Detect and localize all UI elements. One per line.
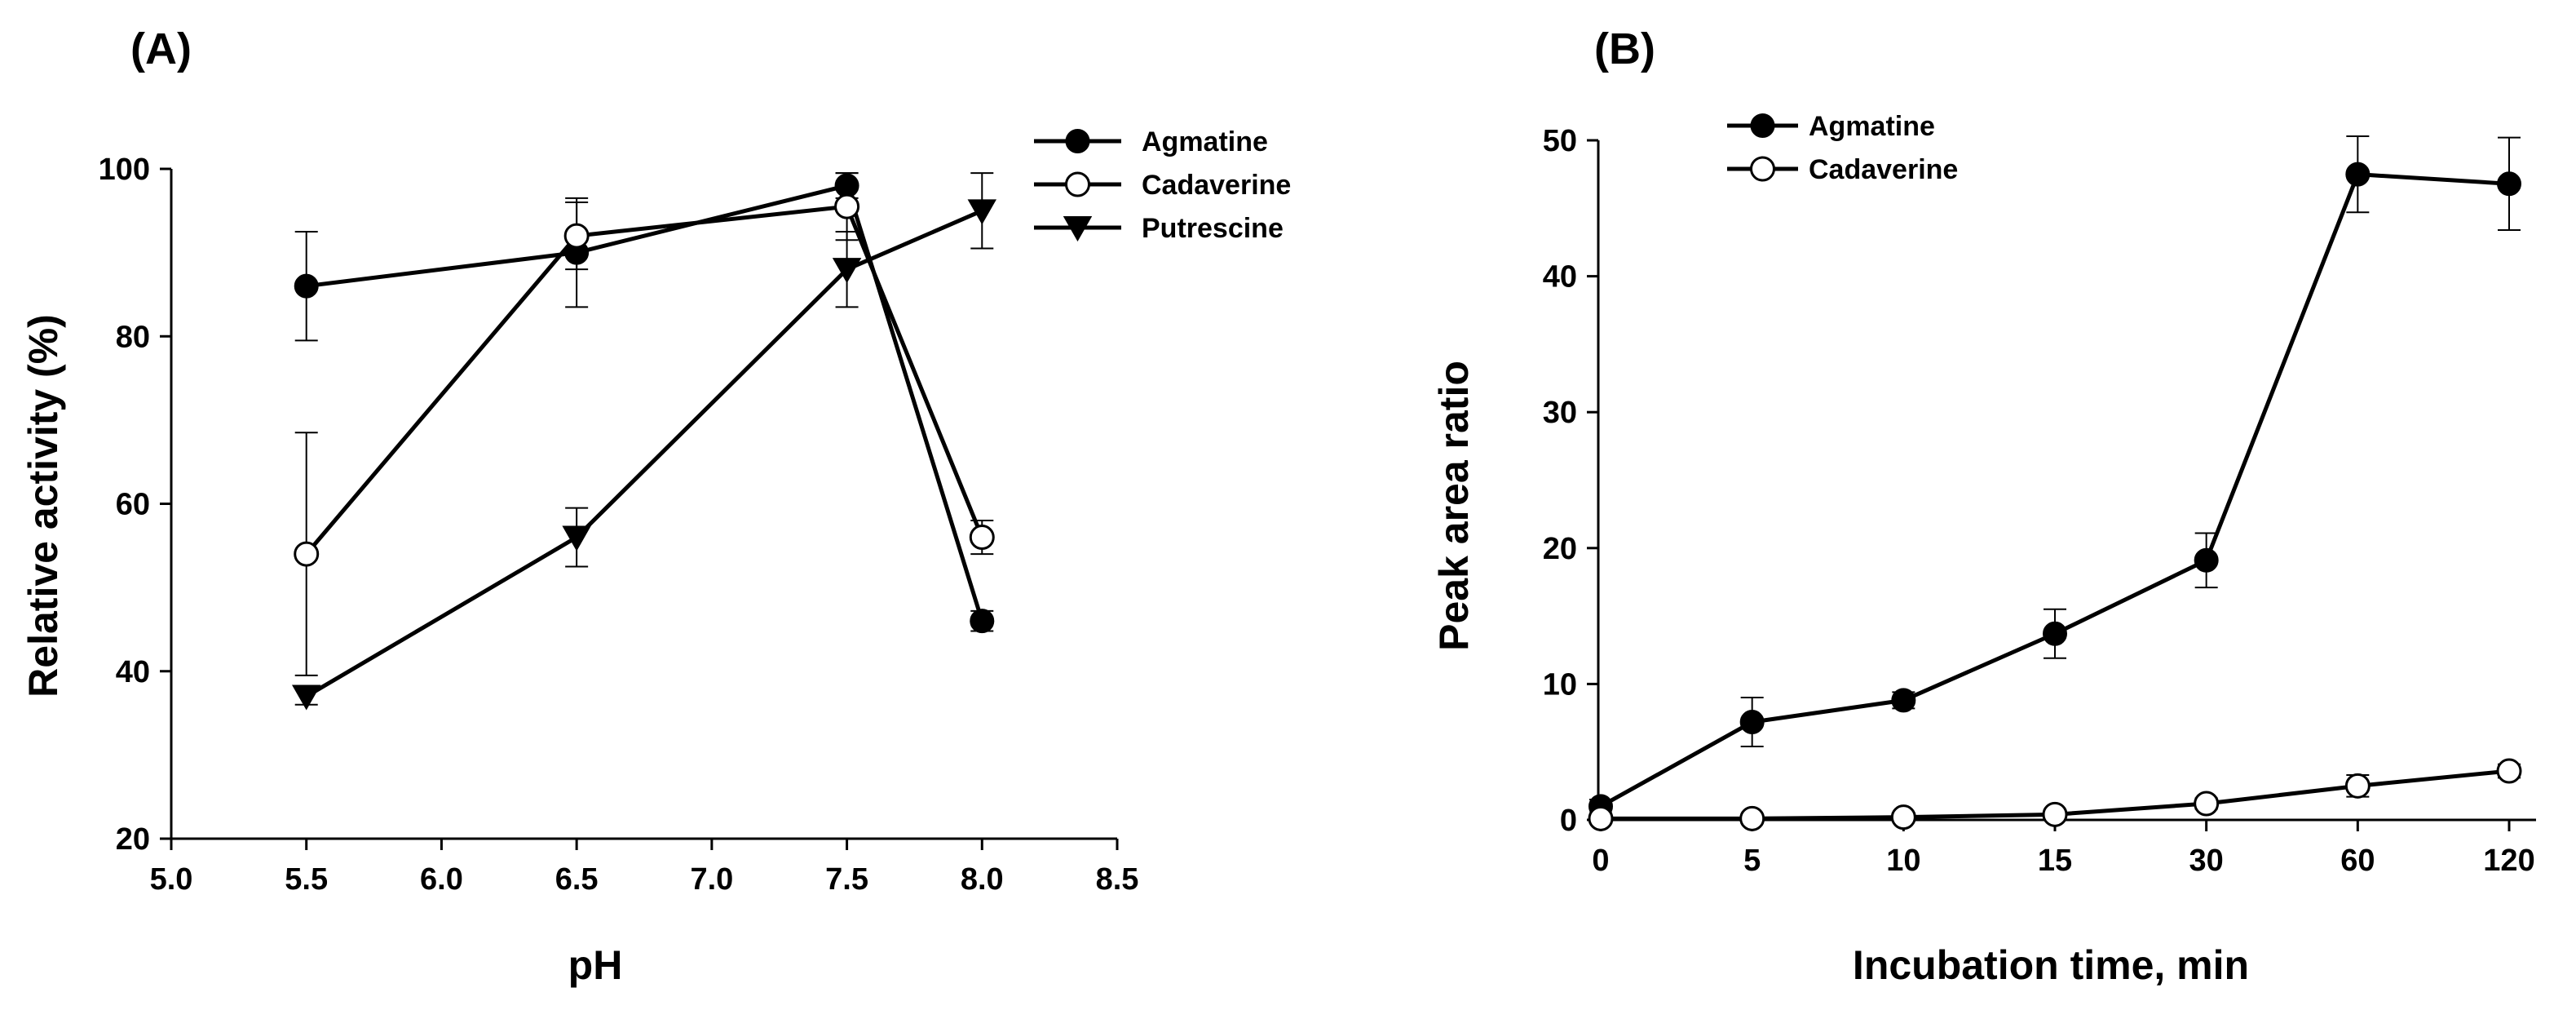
chart-a-y-tick-label: 20 (116, 822, 150, 857)
chart-a: Agmatine Cadaverine Putrescine pH Relati… (20, 126, 1291, 988)
chart-b-point-agmatine (2345, 162, 2371, 187)
legend-label-agmatine-a: Agmatine (1142, 126, 1268, 157)
chart-a-point-cadaverine (563, 223, 590, 249)
chart-a-legend-marker-cadaverine (1065, 171, 1090, 197)
chart-a-point-agmatine (294, 273, 319, 299)
chart-b: Agmatine Cadaverine Incubation time, min… (1431, 111, 2536, 988)
chart-b-point-cadaverine (1890, 804, 1916, 831)
chart-a-x-tick-label: 6.5 (555, 862, 599, 897)
chart-b-point-cadaverine (1739, 805, 1765, 831)
chart-a-point-agmatine (834, 173, 859, 198)
chart-a-y-axis-title: Relative activity (%) (20, 314, 66, 698)
chart-a-point-agmatine (970, 609, 995, 634)
chart-a-point-putrescine (291, 684, 321, 711)
chart-a-x-axis-title: pH (568, 942, 623, 988)
chart-b-y-axis-title: Peak area ratio (1431, 361, 1477, 651)
chart-a-point-cadaverine (969, 525, 995, 551)
chart-b-point-agmatine (2043, 621, 2067, 646)
chart-b-point-cadaverine (2042, 801, 2068, 827)
chart-a-y-tick-label: 100 (99, 153, 150, 187)
legend-label-cadaverine-b: Cadaverine (1809, 154, 1958, 185)
chart-b-legend-marker-cadaverine (1750, 156, 1775, 182)
chart-b-x-tick-label: 60 (2340, 844, 2375, 878)
chart-b-x-axis-title: Incubation time, min (1853, 942, 2249, 988)
chart-b-y-tick-label: 20 (1543, 532, 1577, 566)
chart-b-legend: Agmatine Cadaverine (1809, 111, 1958, 185)
legend-label-agmatine-b: Agmatine (1809, 111, 1935, 142)
chart-b-x-tick-label: 0 (1592, 844, 1609, 878)
chart-a-point-putrescine (967, 199, 997, 225)
chart-b-y-tick-label: 0 (1560, 804, 1577, 838)
chart-b-point-cadaverine (2496, 758, 2522, 784)
chart-b-y-tick-label: 30 (1543, 396, 1577, 430)
chart-b-point-agmatine (1739, 710, 1765, 735)
legend-label-putrescine-a: Putrescine (1142, 213, 1284, 244)
chart-a-point-cadaverine (294, 541, 320, 567)
chart-a-x-tick-label: 6.0 (420, 862, 463, 897)
chart-b-x-tick-label: 30 (2189, 844, 2224, 878)
chart-a-series-line-putrescine (305, 209, 983, 698)
chart-a-x-tick-label: 5.5 (285, 862, 328, 897)
chart-a-point-cadaverine (834, 193, 860, 219)
chart-a-x-tick-label: 7.0 (690, 862, 733, 897)
chart-a-x-tick-label: 7.5 (825, 862, 868, 897)
chart-a-x-tick-label: 5.0 (150, 862, 193, 897)
chart-b-x-tick-label: 10 (1886, 844, 1920, 878)
chart-b-series-line-agmatine (1599, 172, 2510, 808)
chart-b-x-tick-label: 5 (1743, 844, 1761, 878)
chart-a-point-putrescine (562, 525, 591, 552)
chart-a-series-line-cadaverine (304, 204, 984, 556)
chart-a-y-tick-label: 60 (116, 488, 150, 522)
chart-b-x-tick-label: 15 (2038, 844, 2072, 878)
chart-a-x-tick-label: 8.0 (961, 862, 1004, 897)
chart-a-point-putrescine (832, 258, 862, 284)
chart-a-series-line-agmatine (306, 183, 984, 622)
chart-b-x-tick-label: 120 (2483, 844, 2534, 878)
chart-b-y-tick-label: 50 (1543, 124, 1577, 158)
chart-a-legend-marker-putrescine (1063, 216, 1093, 242)
chart-b-point-cadaverine (2194, 791, 2220, 817)
panel-b-label: (B) (1594, 24, 1655, 73)
chart-a-legend-marker-agmatine (1065, 129, 1090, 153)
chart-b-y-tick-label: 40 (1543, 260, 1577, 295)
chart-b-point-agmatine (1891, 688, 1916, 713)
chart-b-legend-marker-agmatine (1750, 113, 1775, 138)
chart-a-y-tick-label: 80 (116, 320, 150, 354)
chart-a-x-tick-label: 8.5 (1096, 862, 1139, 897)
chart-a-legend: Agmatine Cadaverine Putrescine (1142, 126, 1291, 244)
legend-label-cadaverine-a: Cadaverine (1142, 170, 1291, 201)
panel-a-label: (A) (130, 24, 192, 73)
chart-b-point-agmatine (2497, 171, 2521, 197)
chart-b-point-cadaverine (2344, 773, 2371, 799)
chart-b-point-cadaverine (1588, 805, 1614, 831)
chart-b-y-tick-label: 10 (1543, 667, 1577, 702)
chart-a-y-tick-label: 40 (116, 655, 150, 689)
chart-b-point-agmatine (2194, 547, 2219, 573)
